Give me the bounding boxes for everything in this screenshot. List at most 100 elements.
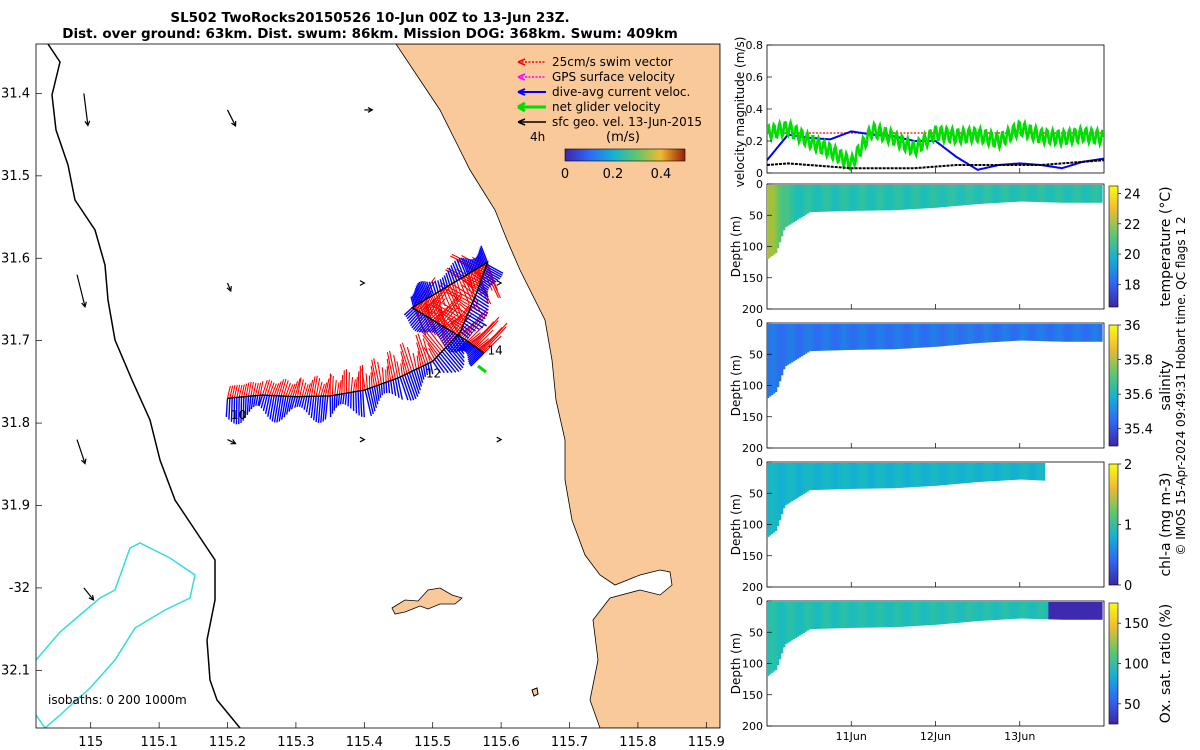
section-data-column (892, 602, 895, 628)
section-data-column (804, 185, 808, 215)
section-data-column (1007, 463, 1010, 481)
section-data-column (886, 185, 890, 211)
section-data-column (1048, 324, 1051, 342)
section-data-column (832, 602, 836, 629)
legend-current-label: dive-avg current veloc. (552, 85, 690, 99)
swim-vector (427, 328, 445, 350)
current-vector (461, 343, 472, 352)
section-y-tick-label: 150 (742, 411, 763, 424)
section-data-column (783, 602, 786, 648)
swim-vector (419, 303, 430, 313)
current-vector (278, 395, 285, 422)
velocity-series-line (767, 130, 1104, 171)
section-data-column (821, 463, 824, 490)
section-data-column (937, 463, 940, 486)
current-vector (480, 281, 490, 289)
section-data-column (1002, 324, 1005, 342)
section-data-column (1092, 324, 1095, 342)
current-vector (313, 396, 317, 421)
section-data-column (984, 324, 987, 343)
current-vector (255, 395, 259, 406)
section-data-column (858, 602, 862, 628)
section-data-column (890, 324, 893, 350)
section-data-column (870, 602, 874, 628)
map-x-tick-label: 115.2 (209, 735, 246, 750)
section-data-column (808, 602, 812, 630)
section-data-column (924, 185, 927, 209)
section-data-column (789, 463, 792, 503)
current-vector (441, 277, 446, 289)
current-vector (452, 262, 460, 280)
current-vector (283, 396, 289, 418)
swim-vector (396, 361, 401, 378)
section-data-column (948, 185, 951, 207)
section-data-column (838, 324, 842, 351)
section-data-column (1076, 602, 1079, 620)
current-vector (418, 281, 427, 300)
section-data-column (887, 463, 890, 489)
section-data-column (1088, 185, 1091, 203)
section-data-column (787, 463, 790, 504)
swim-vector (483, 335, 502, 354)
map-frame (35, 43, 721, 729)
current-vector (408, 372, 419, 397)
current-vector (421, 319, 434, 333)
section-data-column (996, 602, 999, 620)
section-data-column (930, 324, 933, 348)
current-vector (335, 394, 338, 408)
current-vector (480, 245, 489, 263)
current-vector (428, 281, 435, 296)
section-data-column (956, 185, 959, 206)
section-y-tick-label: 50 (749, 209, 763, 222)
current-vector (475, 294, 489, 305)
swim-vector (476, 338, 490, 349)
swim-vector (480, 326, 503, 351)
current-vector (456, 340, 469, 353)
section-data-column (890, 185, 893, 211)
section-data-column (977, 463, 980, 483)
current-vector (280, 396, 287, 420)
swim-vector (481, 322, 508, 352)
current-vector (431, 324, 441, 333)
section-data-column (773, 324, 776, 394)
swim-vector (310, 376, 316, 397)
swim-vector (287, 384, 294, 397)
sfc-vector (76, 439, 86, 464)
swim-vector (245, 382, 250, 397)
section-data-column (915, 463, 918, 487)
section-data-column (1072, 602, 1075, 620)
legend-time-label: 4h (530, 130, 545, 144)
swim-vector (275, 381, 282, 396)
section-data-column (815, 463, 818, 490)
swim-vector (417, 333, 429, 364)
section-data-column (1021, 463, 1024, 480)
swim-vector (437, 291, 442, 305)
current-vector (296, 396, 301, 407)
current-vector (301, 396, 306, 408)
section-data-column (908, 185, 911, 210)
section-data-column (880, 602, 884, 628)
section-data-column (988, 602, 991, 621)
current-vector (431, 281, 437, 294)
section-data-column (818, 324, 822, 351)
section-data-column (824, 602, 828, 629)
isobath-1000m-left (36, 714, 46, 728)
section-data-column (792, 602, 796, 640)
current-vector (366, 388, 374, 415)
section-data-column (1060, 602, 1063, 620)
sfc-vector (83, 587, 94, 601)
swim-vector (231, 385, 236, 399)
section-data-column (1070, 602, 1073, 620)
section-data-column (939, 463, 942, 486)
swim-vector (445, 318, 456, 329)
section-data-column (1042, 185, 1045, 203)
section-data-column (881, 463, 884, 489)
section-data-column (800, 324, 804, 357)
section-data-column (948, 602, 951, 624)
section-data-column (894, 185, 897, 211)
current-vector (434, 358, 445, 374)
section-data-column (906, 602, 909, 627)
section-data-column (894, 602, 897, 628)
swim-vector (289, 383, 296, 397)
section-data-column (972, 602, 975, 622)
